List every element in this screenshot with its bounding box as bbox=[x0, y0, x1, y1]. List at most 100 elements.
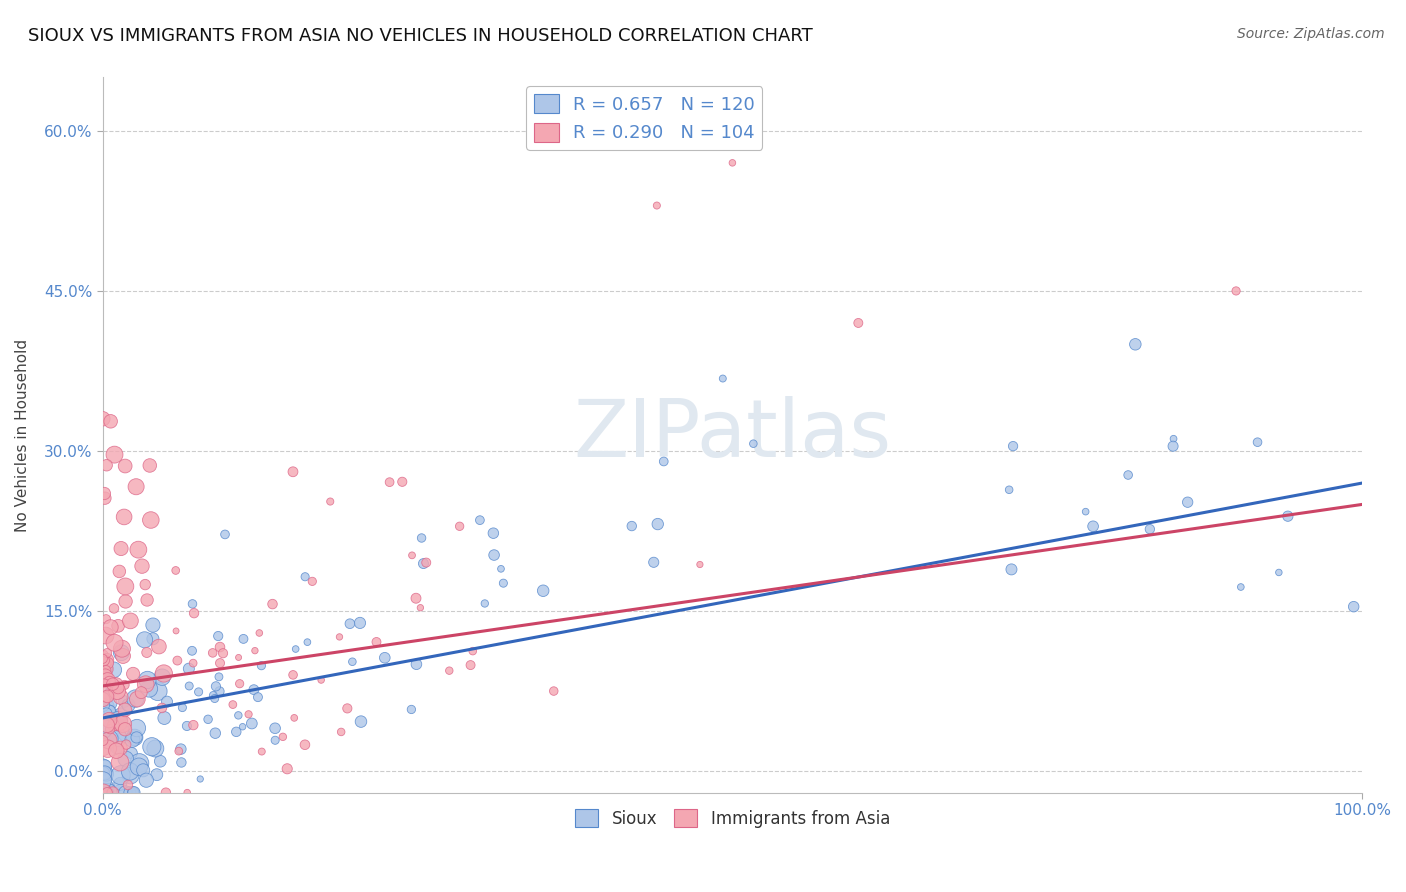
Point bbox=[98, 786, 121, 800]
Point bbox=[172, 700, 194, 714]
Point bbox=[112, 510, 135, 524]
Point bbox=[125, 721, 148, 735]
Point bbox=[100, 620, 122, 634]
Point bbox=[111, 641, 134, 656]
Point bbox=[284, 642, 307, 657]
Point bbox=[98, 704, 121, 718]
Point bbox=[449, 519, 471, 533]
Point bbox=[208, 670, 231, 684]
Point bbox=[460, 658, 482, 673]
Point bbox=[181, 644, 204, 658]
Point bbox=[96, 653, 118, 667]
Point bbox=[105, 684, 128, 698]
Point bbox=[121, 732, 143, 747]
Point bbox=[91, 733, 114, 747]
Point bbox=[1177, 495, 1199, 509]
Point bbox=[122, 786, 145, 800]
Point bbox=[93, 486, 115, 500]
Point bbox=[645, 198, 668, 212]
Point bbox=[232, 632, 254, 646]
Point bbox=[135, 677, 157, 691]
Point bbox=[1268, 566, 1291, 580]
Point bbox=[415, 556, 437, 570]
Point bbox=[134, 577, 156, 591]
Point bbox=[103, 636, 125, 650]
Point bbox=[225, 724, 247, 739]
Point bbox=[105, 741, 128, 756]
Point bbox=[283, 711, 305, 725]
Point bbox=[689, 558, 711, 572]
Point bbox=[110, 741, 132, 756]
Point bbox=[401, 549, 423, 563]
Y-axis label: No Vehicles in Household: No Vehicles in Household bbox=[15, 338, 30, 532]
Legend: Sioux, Immigrants from Asia: Sioux, Immigrants from Asia bbox=[568, 803, 897, 834]
Point bbox=[165, 624, 187, 638]
Point bbox=[96, 786, 118, 800]
Point bbox=[187, 685, 209, 699]
Point bbox=[374, 650, 396, 665]
Point bbox=[401, 702, 423, 716]
Point bbox=[297, 635, 319, 649]
Point bbox=[135, 773, 157, 788]
Point bbox=[176, 719, 198, 733]
Point bbox=[128, 756, 150, 770]
Point bbox=[391, 475, 413, 489]
Point bbox=[643, 555, 665, 569]
Point bbox=[120, 614, 142, 628]
Point bbox=[204, 691, 226, 706]
Point bbox=[96, 706, 118, 721]
Point bbox=[134, 632, 156, 647]
Point bbox=[91, 786, 114, 800]
Point bbox=[148, 640, 170, 654]
Text: ZIPatlas: ZIPatlas bbox=[574, 396, 891, 474]
Point bbox=[531, 583, 554, 598]
Point bbox=[93, 741, 115, 756]
Point bbox=[998, 483, 1021, 497]
Point bbox=[97, 733, 120, 747]
Point bbox=[1081, 519, 1104, 533]
Point bbox=[350, 714, 373, 729]
Point bbox=[179, 679, 201, 693]
Point bbox=[349, 615, 371, 630]
Point bbox=[96, 699, 118, 714]
Point bbox=[262, 597, 284, 611]
Point bbox=[114, 703, 136, 717]
Point bbox=[461, 644, 484, 658]
Point bbox=[205, 679, 228, 693]
Point bbox=[110, 786, 132, 800]
Point bbox=[339, 616, 361, 631]
Point bbox=[97, 656, 120, 670]
Point bbox=[125, 480, 148, 494]
Point bbox=[250, 745, 273, 759]
Point bbox=[108, 565, 131, 579]
Point bbox=[93, 679, 115, 693]
Point bbox=[207, 629, 229, 643]
Point bbox=[114, 594, 136, 608]
Point bbox=[146, 767, 169, 781]
Point bbox=[136, 593, 159, 607]
Point bbox=[103, 601, 125, 615]
Point bbox=[139, 458, 162, 473]
Point bbox=[94, 759, 117, 773]
Point bbox=[91, 656, 114, 670]
Point bbox=[114, 694, 136, 708]
Point bbox=[474, 597, 496, 611]
Point bbox=[1225, 284, 1247, 298]
Point bbox=[1230, 580, 1253, 594]
Point bbox=[91, 766, 114, 780]
Point bbox=[91, 760, 114, 774]
Point bbox=[366, 635, 388, 649]
Point bbox=[543, 684, 565, 698]
Point bbox=[264, 721, 287, 735]
Point bbox=[100, 414, 122, 428]
Point bbox=[342, 655, 364, 669]
Point bbox=[1246, 435, 1268, 450]
Point bbox=[238, 707, 260, 722]
Point bbox=[1343, 599, 1365, 614]
Point bbox=[135, 645, 157, 659]
Point bbox=[247, 626, 270, 640]
Point bbox=[120, 768, 142, 782]
Point bbox=[125, 731, 148, 745]
Point bbox=[110, 646, 132, 660]
Point bbox=[170, 742, 193, 756]
